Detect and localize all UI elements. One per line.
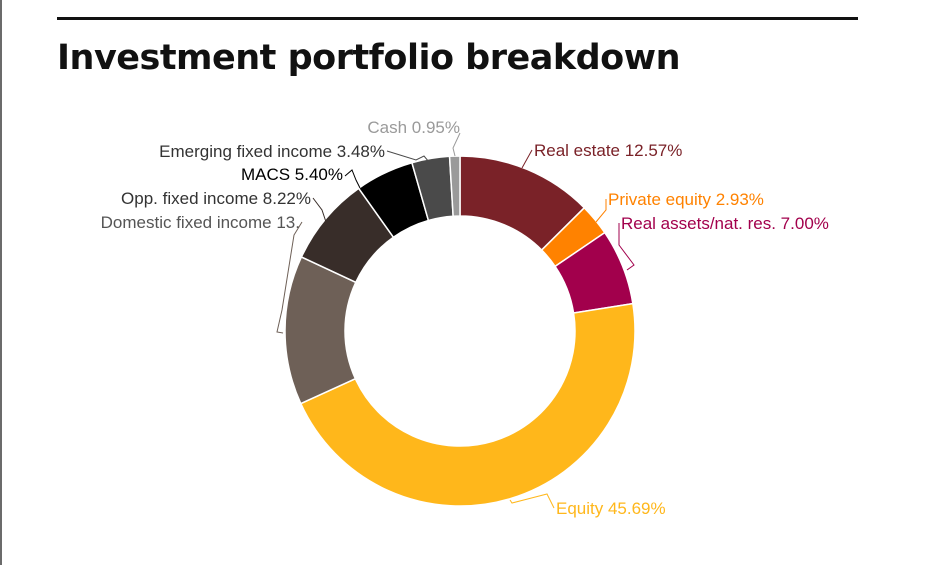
leader-line-emerging-fixed-income (386, 150, 430, 163)
leader-line-real-assets-nat-res (618, 223, 635, 271)
leader-line-cash (452, 132, 461, 157)
data-label-equity: Equity 45.69% (556, 499, 666, 518)
data-label-emerging-fixed-income: Emerging fixed income 3.48% (159, 142, 385, 161)
data-label-real-assets-nat-res: Real assets/nat. res. 7.00% (621, 214, 829, 233)
data-label-cash: Cash 0.95% (367, 118, 460, 137)
leader-line-domestic-fixed-income (276, 221, 303, 334)
data-label-private-equity: Private equity 2.93% (608, 190, 764, 209)
leader-line-macs (344, 169, 361, 189)
chart-title: Investment portfolio breakdown (57, 38, 680, 78)
leader-line-equity (509, 493, 555, 509)
leader-line-private-equity (595, 199, 607, 223)
leader-line-opp-fixed-income (312, 197, 327, 223)
window-left-border (0, 0, 2, 565)
slice-equity (299, 302, 636, 507)
leader-line-real-estate (521, 149, 533, 169)
data-label-opp-fixed-income: Opp. fixed income 8.22% (121, 189, 311, 208)
data-label-domestic-fixed-income: Domestic fixed income 13. (101, 213, 300, 232)
slice-domestic-fixed-income (284, 255, 357, 405)
top-rule (57, 17, 858, 20)
data-label-real-estate: Real estate 12.57% (534, 141, 682, 160)
slice-cash (448, 155, 461, 217)
data-label-macs: MACS 5.40% (241, 165, 343, 184)
